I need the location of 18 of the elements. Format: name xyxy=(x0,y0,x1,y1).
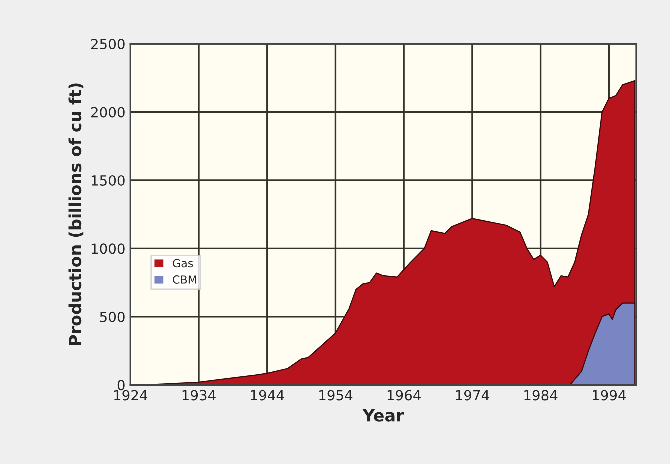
y-axis-title: Production (billions of cu ft) xyxy=(68,84,84,346)
y-tick-label: 0 xyxy=(118,380,125,391)
x-axis-title: Year xyxy=(362,409,404,422)
x-tick-label: 1944 xyxy=(251,390,284,401)
legend-label: CBM xyxy=(173,276,196,284)
x-tick-label: 1924 xyxy=(114,390,148,401)
legend-label: Gas xyxy=(173,259,194,268)
y-tick-label: 1000 xyxy=(92,244,125,254)
y-tick-label: 2500 xyxy=(91,39,125,50)
x-tick-label: 1984 xyxy=(524,390,558,401)
x-tick-label: 1954 xyxy=(320,390,353,401)
y-tick-label: 2000 xyxy=(91,107,125,118)
y-tick-label: 1500 xyxy=(92,175,125,186)
y-tick-label: 500 xyxy=(100,312,125,322)
x-tick-label: 1994 xyxy=(593,390,626,401)
x-tick-label: 1974 xyxy=(456,390,490,401)
x-tick-label: 1934 xyxy=(182,390,216,401)
x-tick-label: 1964 xyxy=(388,390,421,401)
